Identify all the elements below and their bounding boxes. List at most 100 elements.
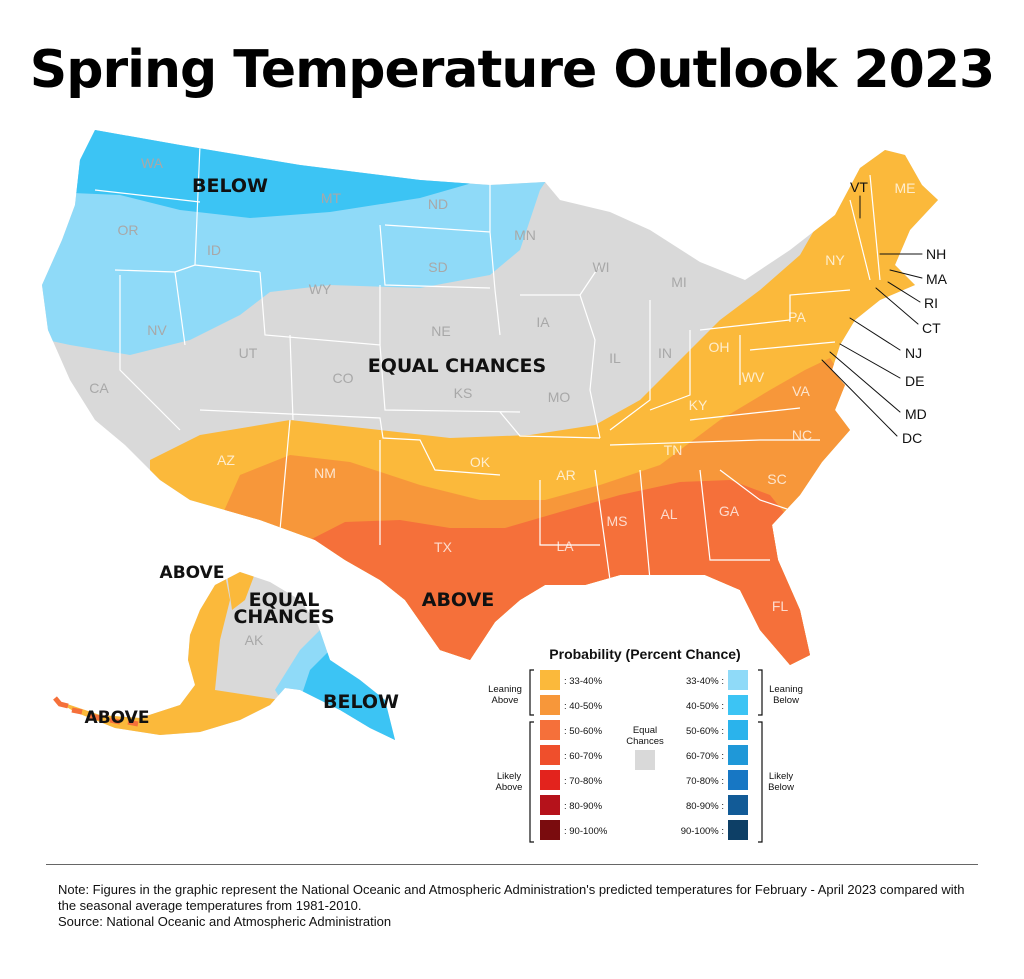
legend-swatch-below-3	[728, 745, 748, 765]
legend-leaning-above-1: Leaning	[488, 684, 522, 695]
region-labels: BELOW EQUAL CHANCES ABOVE ABOVE EQUAL CH…	[85, 175, 547, 728]
legend-equal-1: Equal	[633, 725, 657, 736]
state-label-mo: MO	[548, 389, 571, 405]
svg-text:DE: DE	[905, 373, 924, 389]
state-label-me: ME	[895, 180, 916, 196]
svg-text:NH: NH	[926, 246, 946, 262]
contiguous-us	[42, 130, 938, 665]
state-label-tx: TX	[434, 539, 453, 555]
us-map: BELOW EQUAL CHANCES ABOVE ABOVE EQUAL CH…	[42, 130, 948, 843]
state-label-ok: OK	[470, 454, 491, 470]
state-label-va: VA	[792, 383, 810, 399]
state-label-fl: FL	[772, 598, 789, 614]
footnote: Note: Figures in the graphic represent t…	[58, 882, 978, 930]
legend-label-above-6: : 90-100%	[564, 826, 608, 837]
state-label-sc: SC	[767, 471, 786, 487]
svg-text:MD: MD	[905, 406, 927, 422]
state-label-or: OR	[118, 222, 139, 238]
svg-text:DC: DC	[902, 430, 922, 446]
legend-label-below-6: 90-100% :	[681, 826, 724, 837]
state-label-id: ID	[207, 242, 221, 258]
state-label-ar: AR	[556, 467, 575, 483]
legend-label-below-0: 33-40% :	[686, 676, 724, 687]
callout-ct: CT	[875, 287, 941, 336]
page-title: Spring Temperature Outlook 2023	[29, 40, 995, 100]
legend-swatch-below-6	[728, 820, 748, 840]
legend-label-below-2: 50-60% :	[686, 726, 724, 737]
source-text: Source: National Oceanic and Atmospheric…	[58, 914, 392, 929]
state-label-ca: CA	[89, 380, 109, 396]
state-label-ks: KS	[454, 385, 473, 401]
state-label-mt: MT	[321, 190, 342, 206]
svg-text:CT: CT	[922, 320, 941, 336]
svg-text:VT: VT	[850, 179, 868, 195]
state-label-tn: TN	[664, 442, 683, 458]
legend-likely-above-2: Above	[496, 782, 523, 793]
svg-text:MA: MA	[926, 271, 948, 287]
state-label-oh: OH	[709, 339, 730, 355]
state-borders	[94, 144, 881, 581]
label-ak-above-top: ABOVE	[160, 563, 225, 583]
state-label-ga: GA	[719, 503, 740, 519]
legend-swatch-above-0	[540, 670, 560, 690]
callout-nj: NJ	[849, 317, 922, 361]
legend-swatch-above-4	[540, 770, 560, 790]
legend-swatch-below-5	[728, 795, 748, 815]
state-labels: WA MT ND OR ID MN SD WI MI WY NE IA NV UT CO IL IN CA KS MO…	[89, 155, 915, 648]
legend-equal-2: Chances	[626, 736, 664, 747]
legend: Probability (Percent Chance) Leaning Abo…	[488, 646, 803, 843]
legend-swatch-above-2	[540, 720, 560, 740]
divider	[46, 864, 978, 865]
state-label-wy: WY	[309, 281, 332, 297]
legend-swatch-below-1	[728, 695, 748, 715]
state-label-wa: WA	[141, 155, 164, 171]
label-below-north: BELOW	[192, 175, 268, 197]
legend-likely-below-1: Likely	[769, 771, 794, 782]
state-label-nc: NC	[792, 427, 812, 443]
legend-swatch-below-2	[728, 720, 748, 740]
state-label-sd: SD	[428, 259, 447, 275]
note-text: Note: Figures in the graphic represent t…	[58, 882, 965, 913]
callout-de: DE	[839, 343, 924, 389]
legend-label-above-1: : 40-50%	[564, 701, 603, 712]
legend-label-below-5: 80-90% :	[686, 801, 724, 812]
legend-swatch-above-3	[540, 745, 560, 765]
legend-label-above-2: : 50-60%	[564, 726, 603, 737]
callout-md: MD	[829, 351, 927, 422]
callout-nh: NH	[879, 246, 946, 262]
state-label-wv: WV	[742, 369, 765, 385]
state-label-ia: IA	[536, 314, 550, 330]
callout-ma: MA	[889, 269, 948, 287]
label-ak-above-bottom: ABOVE	[85, 708, 150, 728]
state-label-ut: UT	[239, 345, 258, 361]
legend-label-above-5: : 80-90%	[564, 801, 603, 812]
svg-text:NJ: NJ	[905, 345, 922, 361]
legend-title: Probability (Percent Chance)	[549, 646, 740, 662]
callout-vt: VT	[850, 179, 868, 219]
legend-label-above-0: : 33-40%	[564, 676, 603, 687]
state-label-in: IN	[658, 345, 672, 361]
legend-leaning-below-1: Leaning	[769, 684, 803, 695]
legend-swatch-above-6	[540, 820, 560, 840]
state-label-mi: MI	[671, 274, 687, 290]
aleutian-islands	[53, 696, 139, 727]
state-label-al: AL	[660, 506, 677, 522]
label-equal-chances: EQUAL CHANCES	[368, 355, 546, 377]
legend-label-above-3: : 60-70%	[564, 751, 603, 762]
state-label-ms: MS	[607, 513, 628, 529]
legend-swatch-above-1	[540, 695, 560, 715]
legend-label-above-4: : 70-80%	[564, 776, 603, 787]
legend-swatch-below-0	[728, 670, 748, 690]
legend-swatch-below-4	[728, 770, 748, 790]
legend-swatch-above-5	[540, 795, 560, 815]
label-ak-equal-1: EQUAL	[249, 589, 320, 611]
legend-swatch-equal	[635, 750, 655, 770]
state-label-nd: ND	[428, 196, 448, 212]
state-label-co: CO	[333, 370, 354, 386]
label-ak-below: BELOW	[323, 691, 399, 713]
state-label-wi: WI	[592, 259, 609, 275]
state-label-la: LA	[556, 538, 574, 554]
legend-leaning-above-2: Above	[492, 695, 519, 706]
label-above-south: ABOVE	[422, 589, 495, 611]
state-label-ny: NY	[825, 252, 845, 268]
